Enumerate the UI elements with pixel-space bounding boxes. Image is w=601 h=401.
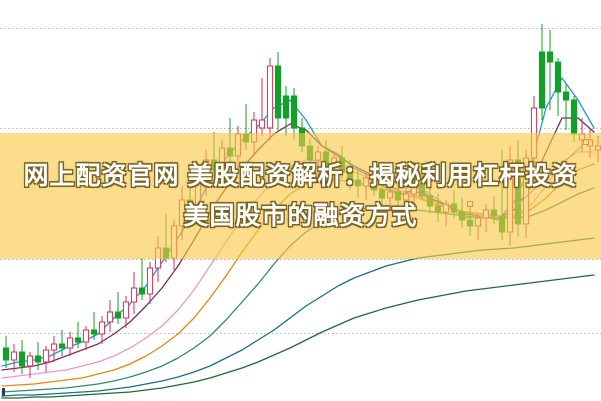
candle	[306, 138, 314, 168]
candle	[122, 296, 130, 328]
ma-line-ma250	[1, 274, 595, 399]
price-marker	[583, 139, 589, 145]
candle	[514, 140, 522, 236]
candle	[458, 198, 466, 228]
candle	[418, 170, 426, 200]
moving-average-group	[1, 77, 595, 399]
annotation-group	[417, 139, 589, 207]
candle	[562, 84, 570, 130]
candlestick-group	[2, 24, 601, 378]
candle	[410, 178, 418, 206]
candle	[338, 146, 346, 178]
candle	[2, 336, 10, 368]
candle	[18, 340, 26, 374]
candle	[330, 152, 338, 182]
candle	[482, 204, 490, 232]
candle	[506, 146, 514, 246]
candle	[474, 214, 482, 240]
candle	[538, 24, 546, 120]
candle	[58, 330, 66, 356]
ma-line-ma30	[1, 163, 595, 387]
price-marker	[467, 201, 473, 207]
candle	[298, 118, 306, 152]
candle	[282, 86, 290, 136]
candle	[186, 170, 194, 216]
candle	[570, 96, 578, 142]
ma-line-ma120	[1, 237, 595, 397]
ma-line-ma10	[1, 117, 595, 371]
candle	[66, 332, 74, 356]
candle	[82, 326, 90, 350]
candle	[218, 140, 226, 184]
candle	[242, 104, 250, 150]
candle	[258, 78, 266, 136]
candle	[234, 126, 242, 170]
candle	[554, 58, 562, 116]
candle	[370, 164, 378, 196]
candle	[138, 258, 146, 300]
candle	[266, 58, 274, 140]
candle	[210, 132, 218, 176]
candle	[74, 322, 82, 348]
candle	[194, 176, 202, 224]
candle	[98, 316, 106, 344]
candle	[546, 30, 554, 110]
candle	[498, 150, 506, 240]
candle	[26, 352, 34, 378]
candle	[114, 292, 122, 324]
candle	[394, 180, 402, 206]
candle	[274, 52, 282, 132]
candle	[146, 262, 154, 304]
candle	[466, 206, 474, 236]
ma-line-ma60	[1, 187, 595, 393]
ma-line-ma5	[1, 77, 595, 367]
candle	[10, 344, 18, 372]
candle	[226, 118, 234, 162]
candle	[130, 272, 138, 314]
candle	[106, 300, 114, 332]
candle	[322, 140, 330, 172]
candle	[154, 236, 162, 282]
candle	[250, 112, 258, 156]
candle	[162, 214, 170, 262]
candle	[90, 312, 98, 340]
candle	[594, 136, 601, 162]
candle	[426, 184, 434, 214]
candle	[34, 342, 42, 370]
axis-tick-mark	[2, 388, 5, 396]
candle	[42, 346, 50, 372]
candle	[522, 150, 530, 238]
candle	[178, 186, 186, 240]
candle	[202, 150, 210, 196]
candle	[170, 220, 178, 270]
candle	[50, 336, 58, 362]
candle	[290, 88, 298, 140]
